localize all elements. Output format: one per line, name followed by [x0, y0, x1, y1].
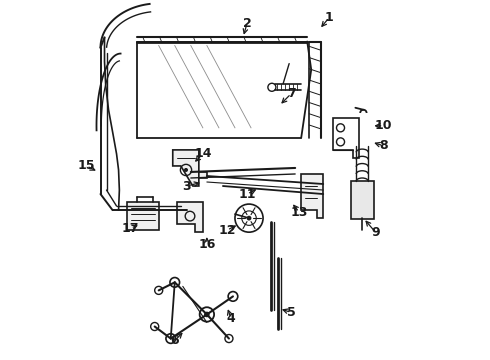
- Text: 15: 15: [78, 159, 95, 172]
- Circle shape: [184, 168, 188, 172]
- Text: 10: 10: [375, 119, 392, 132]
- Text: 2: 2: [243, 17, 251, 30]
- Text: 13: 13: [291, 206, 308, 219]
- Text: 3: 3: [182, 180, 191, 193]
- Text: 7: 7: [287, 87, 295, 100]
- Polygon shape: [173, 150, 199, 186]
- Text: 1: 1: [325, 11, 334, 24]
- Circle shape: [246, 216, 251, 221]
- Text: 16: 16: [198, 238, 216, 251]
- Text: 12: 12: [218, 224, 236, 237]
- Text: 14: 14: [194, 147, 212, 161]
- Text: 8: 8: [379, 139, 388, 152]
- Polygon shape: [301, 174, 323, 218]
- Polygon shape: [126, 202, 159, 230]
- Text: 5: 5: [287, 306, 295, 319]
- FancyBboxPatch shape: [350, 181, 374, 219]
- Polygon shape: [177, 202, 203, 232]
- Text: 6: 6: [171, 334, 179, 347]
- Text: 9: 9: [371, 226, 380, 239]
- Polygon shape: [191, 172, 207, 178]
- Text: 11: 11: [238, 188, 256, 201]
- Text: 17: 17: [122, 222, 139, 235]
- Circle shape: [204, 312, 210, 317]
- Text: 4: 4: [226, 312, 235, 325]
